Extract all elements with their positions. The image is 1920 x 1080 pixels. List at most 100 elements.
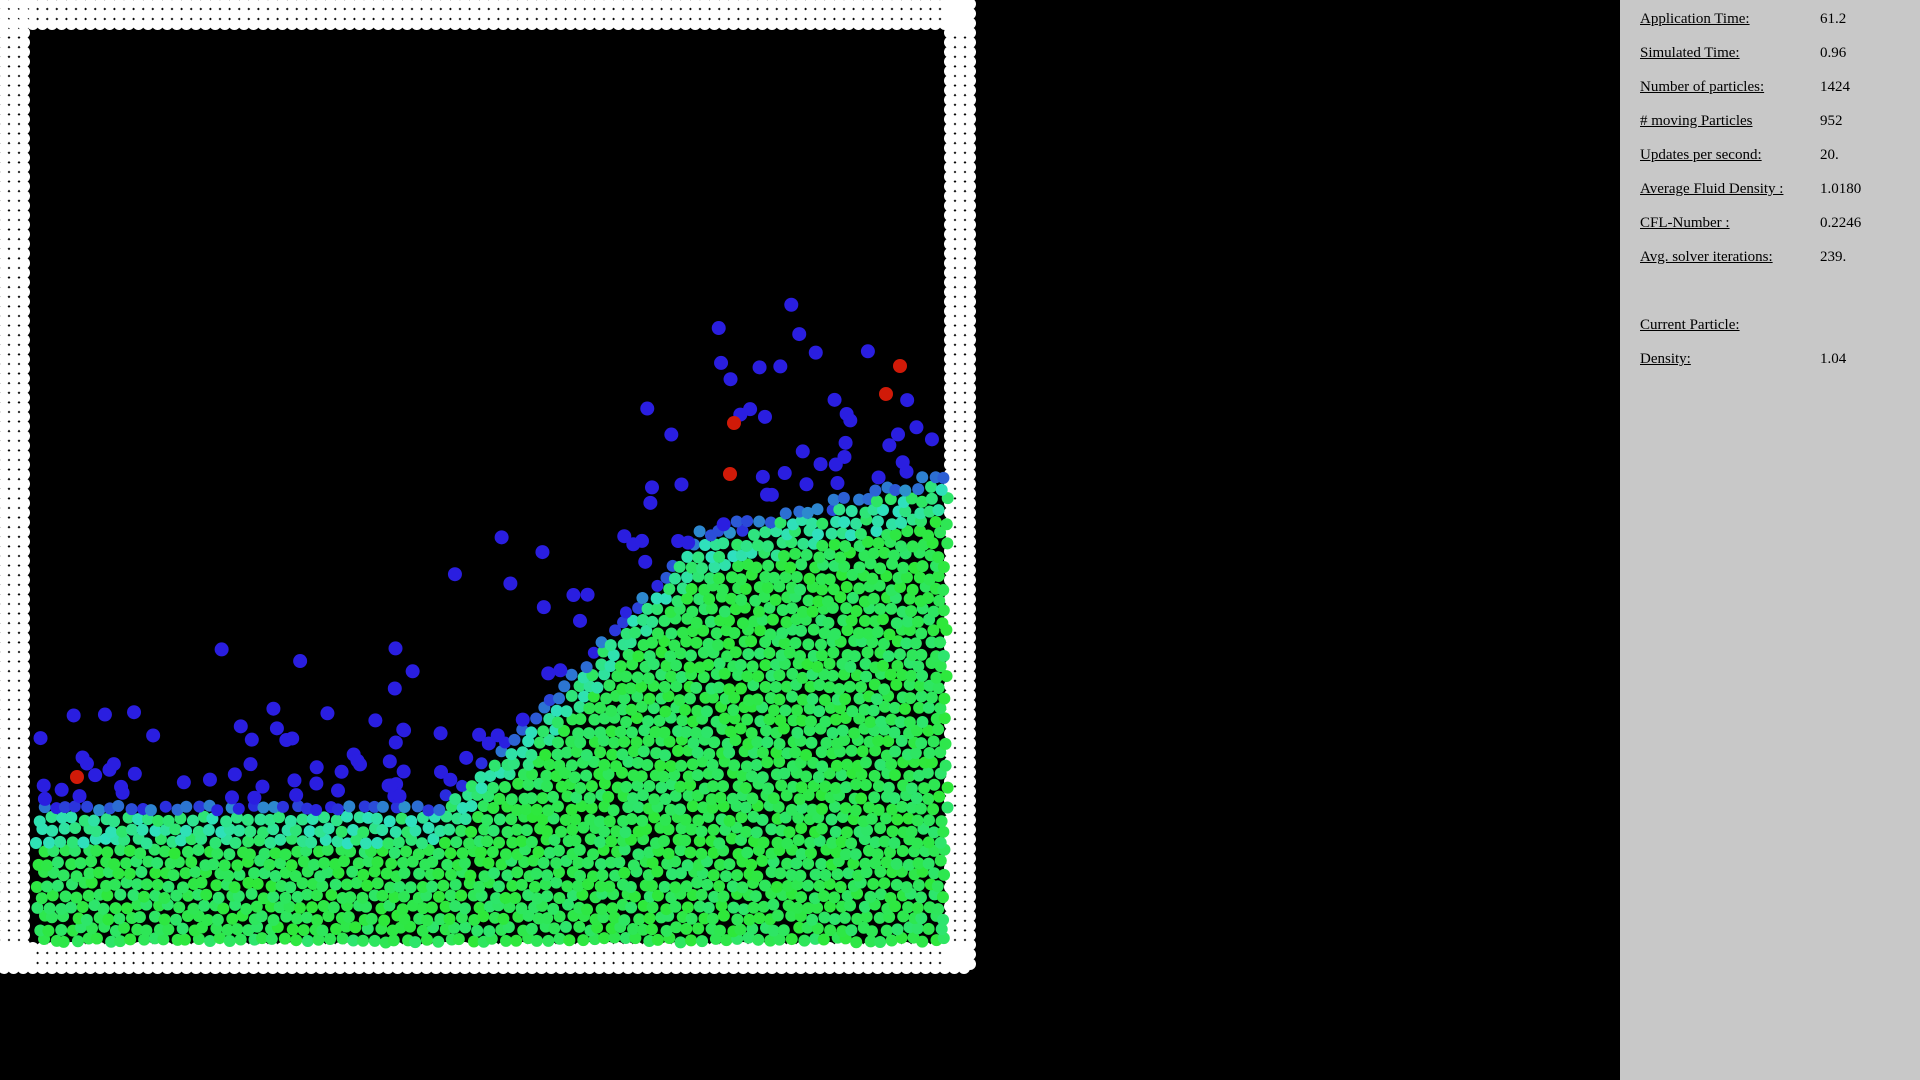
fluid-particle: [175, 834, 188, 847]
boundary-particle: [18, 190, 30, 202]
fluid-particle: [914, 802, 927, 815]
fluid-particle: [813, 705, 826, 718]
boundary-particle: [314, 962, 327, 974]
boundary-particle: [954, 593, 966, 606]
fluid-particle: [816, 517, 829, 530]
fluid-particle: [916, 471, 929, 484]
boundary-particle: [0, 593, 10, 606]
fluid-particle: [743, 913, 756, 926]
boundary-particle: [602, 8, 615, 20]
fluid-particle: [757, 836, 770, 849]
fluid-particle: [933, 594, 946, 607]
boundary-particle: [641, 8, 654, 20]
boundary-particle: [55, 962, 68, 974]
fluid-particle: [629, 626, 642, 639]
boundary-particle: [698, 18, 711, 30]
boundary-particle: [305, 8, 318, 20]
fluid-particle: [522, 778, 535, 791]
fluid-particle: [747, 679, 760, 692]
boundary-particle: [954, 286, 966, 298]
fluid-particle: [823, 573, 836, 586]
boundary-particle: [0, 708, 10, 721]
fluid-particle: [605, 704, 618, 717]
fluid-particle: [805, 715, 818, 728]
fluid-particle: [747, 746, 760, 759]
fluid-particle: [745, 727, 758, 740]
fluid-particle: [560, 705, 573, 718]
fluid-particle: [120, 857, 133, 870]
boundary-particle: [218, 0, 231, 10]
boundary-particle: [0, 641, 10, 654]
fluid-particle: [864, 935, 877, 948]
fluid-particle: [871, 515, 884, 528]
fluid-particle: [885, 602, 898, 615]
fluid-particle: [632, 602, 645, 615]
fluid-particle: [664, 803, 677, 816]
boundary-particle: [94, 952, 106, 964]
fluid-particle: [914, 507, 927, 520]
boundary-particle: [954, 209, 966, 222]
fluid-particle: [725, 832, 738, 845]
fluid-particle: [756, 854, 769, 867]
stat-label: Avg. solver iterations:: [1640, 249, 1773, 265]
fluid-particle: [585, 780, 598, 793]
fluid-particle: [865, 812, 878, 825]
boundary-particle: [944, 46, 956, 58]
boundary-particle: [944, 958, 956, 970]
fluid-particle: [710, 627, 723, 640]
fluid-particle: [659, 792, 672, 805]
fluid-particle: [51, 879, 64, 892]
fluid-particle: [839, 692, 852, 705]
fluid-particle: [878, 700, 891, 713]
boundary-particle: [964, 228, 976, 241]
splash-particle: [757, 409, 772, 424]
splash-particle: [808, 345, 823, 360]
boundary-particle: [132, 0, 145, 10]
fluid-particle: [925, 756, 938, 769]
fluid-particle: [619, 606, 632, 619]
boundary-particle: [823, 962, 836, 974]
boundary-particle: [516, 962, 529, 974]
fluid-particle: [602, 790, 615, 803]
splash-particle: [871, 470, 886, 485]
fluid-particle: [88, 899, 101, 912]
fluid-particle: [559, 920, 572, 933]
fluid-particle: [714, 614, 727, 627]
fluid-particle: [669, 789, 682, 802]
boundary-particle: [964, 103, 976, 116]
fluid-particle: [273, 811, 286, 824]
fluid-particle: [627, 745, 640, 758]
boundary-particle: [439, 952, 452, 964]
splash-particle: [837, 449, 852, 464]
boundary-particle: [0, 103, 10, 116]
boundary-particle: [954, 74, 966, 87]
fluid-particle: [500, 934, 513, 947]
fluid-particle: [368, 934, 381, 947]
boundary-particle: [535, 8, 548, 20]
fluid-particle: [628, 890, 641, 903]
boundary-particle: [8, 487, 20, 500]
boundary-particle: [180, 0, 193, 10]
boundary-particle: [919, 18, 932, 30]
boundary-particle: [622, 962, 634, 974]
fluid-particle: [232, 890, 245, 903]
splash-particle: [383, 778, 398, 793]
boundary-particle: [0, 679, 10, 692]
boundary-particle: [954, 170, 966, 183]
fluid-particle: [830, 846, 843, 859]
fluid-particle: [570, 791, 583, 804]
fluid-particle: [693, 834, 706, 847]
fluid-particle: [665, 627, 678, 640]
fluid-particle: [906, 649, 919, 662]
simulation-view[interactable]: [0, 0, 1620, 1080]
boundary-particle: [18, 94, 30, 106]
fluid-particle: [620, 715, 633, 728]
fluid-particle: [840, 602, 853, 615]
fluid-particle: [829, 781, 842, 794]
boundary-particle: [944, 372, 956, 385]
boundary-particle: [583, 952, 596, 964]
fluid-particle: [736, 617, 749, 630]
high-density-particle: [879, 387, 893, 401]
boundary-particle: [8, 209, 20, 222]
boundary-particle: [8, 382, 20, 394]
